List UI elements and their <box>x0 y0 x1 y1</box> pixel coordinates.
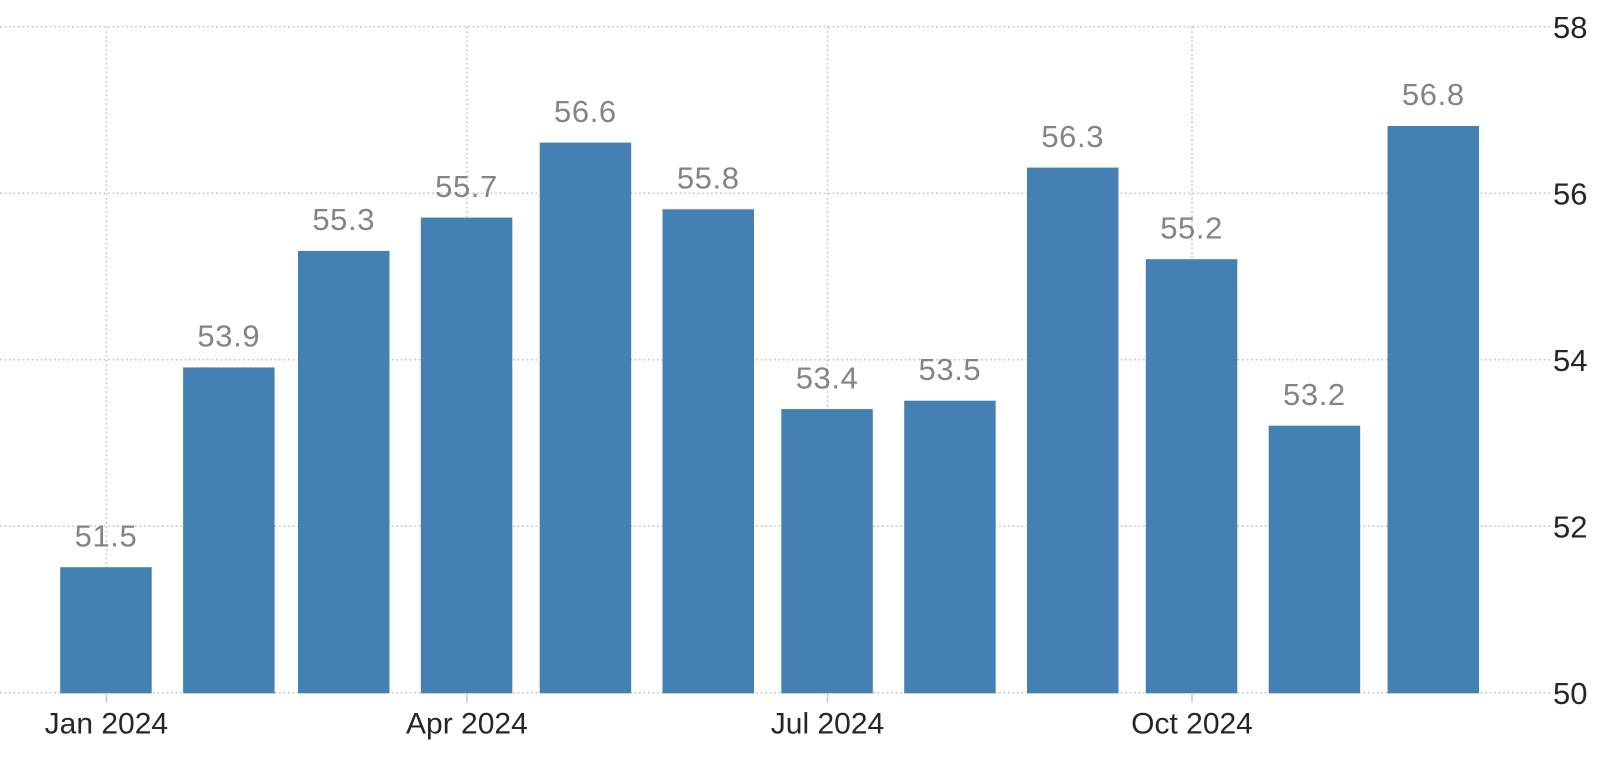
svg-text:50: 50 <box>1553 676 1587 711</box>
svg-text:55.7: 55.7 <box>435 169 498 204</box>
svg-text:55.2: 55.2 <box>1160 210 1223 245</box>
svg-text:53.5: 53.5 <box>919 352 982 387</box>
svg-text:53.9: 53.9 <box>197 319 260 354</box>
svg-text:56: 56 <box>1553 177 1587 212</box>
svg-text:52: 52 <box>1553 510 1587 545</box>
svg-text:55.8: 55.8 <box>677 161 740 196</box>
svg-text:Apr 2024: Apr 2024 <box>406 708 528 741</box>
svg-text:51.5: 51.5 <box>75 518 138 553</box>
svg-text:Oct 2024: Oct 2024 <box>1131 708 1253 741</box>
svg-text:54: 54 <box>1553 343 1587 378</box>
svg-text:53.4: 53.4 <box>796 360 859 395</box>
svg-text:55.3: 55.3 <box>312 202 375 237</box>
svg-text:56.3: 56.3 <box>1041 119 1104 154</box>
svg-text:53.2: 53.2 <box>1283 377 1346 412</box>
svg-text:Jul 2024: Jul 2024 <box>771 708 884 741</box>
svg-text:58: 58 <box>1553 10 1587 45</box>
svg-text:56.8: 56.8 <box>1402 77 1465 112</box>
svg-text:Jan 2024: Jan 2024 <box>45 708 168 741</box>
svg-text:56.6: 56.6 <box>554 94 617 129</box>
